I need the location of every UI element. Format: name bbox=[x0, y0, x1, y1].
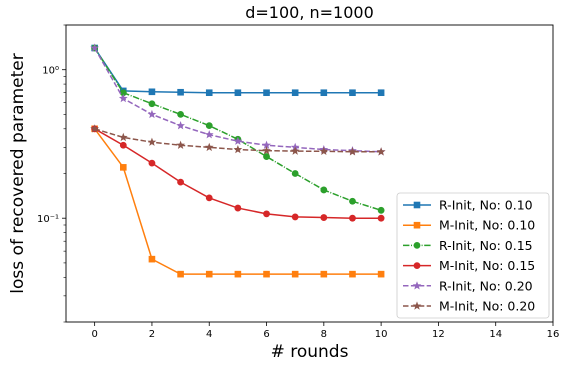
legend-marker bbox=[413, 262, 421, 269]
data-point bbox=[234, 204, 242, 212]
data-point bbox=[177, 178, 184, 186]
data-point bbox=[320, 89, 328, 97]
legend-marker bbox=[412, 301, 422, 310]
x-tick-label: 4 bbox=[206, 329, 212, 340]
data-point bbox=[177, 270, 184, 278]
data-point bbox=[348, 147, 357, 156]
x-axis-label: # rounds bbox=[271, 342, 349, 362]
data-point bbox=[377, 214, 385, 222]
legend-marker bbox=[412, 281, 422, 290]
x-tick-label: 2 bbox=[149, 329, 155, 340]
y-axis-label: loss of recovered parameter bbox=[8, 53, 28, 293]
data-point bbox=[119, 164, 127, 171]
data-point bbox=[234, 89, 242, 97]
data-point bbox=[176, 121, 185, 130]
data-point bbox=[119, 141, 127, 149]
legend-label: R-Init, No: 0.10 bbox=[439, 198, 533, 213]
x-tick-label: 6 bbox=[263, 329, 269, 340]
data-point bbox=[320, 270, 328, 278]
data-point bbox=[177, 88, 184, 96]
series-line bbox=[94, 47, 382, 212]
x-tick-label: 0 bbox=[91, 329, 97, 340]
data-point bbox=[290, 146, 300, 155]
series-6 bbox=[90, 124, 386, 156]
data-point bbox=[262, 140, 271, 149]
data-point bbox=[263, 210, 270, 218]
legend-label: M-Init, No: 0.10 bbox=[439, 218, 535, 233]
data-point bbox=[263, 270, 270, 278]
data-point bbox=[319, 146, 329, 156]
y-tick-label: 10⁻¹ bbox=[37, 214, 59, 225]
data-point bbox=[148, 255, 156, 263]
data-point bbox=[291, 170, 299, 177]
data-point bbox=[90, 43, 100, 52]
data-point bbox=[205, 194, 213, 202]
data-point bbox=[90, 124, 100, 133]
data-point bbox=[147, 109, 157, 119]
legend-marker bbox=[413, 242, 421, 249]
data-point bbox=[377, 206, 385, 214]
data-point bbox=[320, 186, 328, 194]
data-point bbox=[376, 147, 386, 156]
chart-title: d=100, n=1000 bbox=[245, 3, 374, 22]
legend-box bbox=[396, 192, 550, 319]
series-line bbox=[93, 47, 382, 153]
legend-label: M-Init, No: 0.15 bbox=[439, 258, 535, 273]
data-point bbox=[262, 146, 271, 155]
data-point bbox=[349, 89, 356, 97]
legend-label: R-Init, No: 0.20 bbox=[439, 278, 533, 293]
data-point bbox=[233, 136, 243, 145]
data-point bbox=[349, 270, 356, 278]
x-tick-label: 10 bbox=[375, 329, 388, 340]
legend-label: R-Init, No: 0.15 bbox=[439, 238, 533, 253]
data-point bbox=[291, 213, 299, 221]
y-tick-label: 10⁰ bbox=[42, 66, 59, 77]
data-point bbox=[349, 214, 356, 222]
x-axis: 0 2 4 6 8 10 12 14 16 bbox=[91, 322, 559, 340]
data-point bbox=[119, 89, 127, 97]
data-point bbox=[349, 197, 356, 205]
data-point bbox=[377, 89, 385, 97]
data-point bbox=[205, 89, 213, 97]
x-tick-label: 8 bbox=[321, 329, 327, 340]
data-point bbox=[118, 93, 128, 103]
x-tick-label: 14 bbox=[489, 329, 502, 340]
data-point bbox=[263, 153, 270, 160]
legend-marker bbox=[413, 201, 421, 209]
data-point bbox=[263, 89, 270, 97]
data-point bbox=[204, 130, 214, 139]
data-point bbox=[176, 140, 185, 149]
data-point bbox=[377, 270, 385, 278]
legend: R-Init, No: 0.10 M-Init, No: 0.10 R-Init, … bbox=[396, 192, 550, 319]
data-point bbox=[291, 89, 299, 97]
data-point bbox=[147, 137, 157, 146]
plot-area bbox=[90, 43, 386, 278]
data-point bbox=[148, 159, 156, 167]
data-point bbox=[118, 132, 128, 142]
x-tick-label: 12 bbox=[432, 329, 445, 340]
x-tick-label: 16 bbox=[547, 329, 560, 340]
y-axis: 10⁰ 10⁻¹ bbox=[37, 24, 66, 323]
data-point bbox=[291, 270, 299, 278]
data-point bbox=[177, 111, 184, 118]
data-point bbox=[204, 142, 214, 152]
data-point bbox=[320, 214, 328, 221]
data-point bbox=[205, 122, 213, 130]
data-point bbox=[233, 144, 243, 154]
legend-label: M-Init, No: 0.20 bbox=[439, 299, 535, 314]
data-point bbox=[148, 88, 156, 96]
data-point bbox=[148, 100, 156, 108]
legend-marker bbox=[413, 221, 421, 229]
data-point bbox=[205, 270, 213, 278]
data-point bbox=[234, 270, 242, 278]
